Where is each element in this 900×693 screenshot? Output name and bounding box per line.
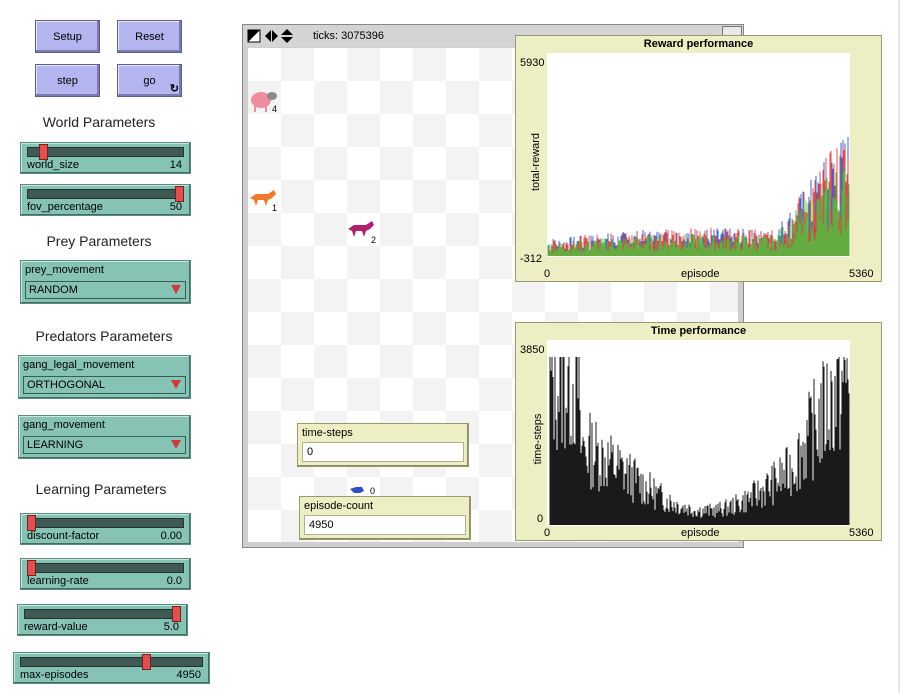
- slider-value: 0.0: [166, 575, 182, 587]
- agent-number: 1: [272, 203, 278, 213]
- chooser-value: RANDOM: [29, 284, 78, 296]
- wolf-agent-icon: [250, 190, 276, 206]
- slider-label: discount-factor: [27, 530, 100, 542]
- time-series-group: [549, 357, 850, 525]
- slider-value: 50: [169, 201, 182, 213]
- view-controls-icon[interactable]: [247, 29, 297, 44]
- page-scrollbar[interactable]: [898, 0, 900, 693]
- slider-value: 0.00: [160, 530, 182, 542]
- x-min-label: 0: [544, 268, 551, 280]
- slider-knob[interactable]: [141, 654, 151, 670]
- dropdown-arrow-icon: [171, 440, 181, 449]
- slider-value: 4950: [176, 669, 201, 681]
- slider-track: [27, 563, 184, 573]
- world-size-slider[interactable]: world_size 14: [20, 142, 191, 174]
- plot-title: Time performance: [650, 325, 747, 337]
- slider-knob[interactable]: [172, 606, 181, 622]
- reward-value-slider[interactable]: reward-value 5.0: [17, 604, 188, 636]
- section-prey-parameters: Prey Parameters: [46, 233, 152, 249]
- y-min-label: 0: [537, 513, 544, 525]
- dropdown-arrow-icon: [171, 380, 181, 389]
- slider-value: 5.0: [163, 621, 179, 633]
- reward-series-group: [547, 137, 850, 256]
- slider-track: [24, 609, 181, 619]
- agent-number: 4: [272, 104, 278, 114]
- slider-label: world_size: [27, 159, 79, 171]
- time-performance-plot: Time performance 3850 0 0 5360 episode t…: [515, 322, 882, 541]
- chooser-label: prey_movement: [25, 264, 104, 276]
- wolf-agent-icon: [348, 221, 374, 237]
- slider-knob[interactable]: [175, 186, 184, 202]
- agent-number: 2: [371, 235, 377, 245]
- chooser-label: gang_legal_movement: [23, 359, 135, 371]
- x-max-label: 5360: [849, 527, 874, 539]
- slider-knob[interactable]: [38, 144, 48, 160]
- slider-track: [20, 657, 203, 667]
- max-episodes-slider[interactable]: max-episodes 4950: [13, 652, 210, 684]
- x-axis-label: episode: [681, 527, 720, 539]
- time-steps-monitor: time-steps 0: [297, 423, 469, 467]
- slider-label: fov_percentage: [27, 201, 103, 213]
- fov-percentage-slider[interactable]: fov_percentage 50: [20, 184, 191, 216]
- chooser-value: LEARNING: [27, 439, 84, 451]
- y-axis-label: total-reward: [530, 132, 542, 192]
- episode-count-monitor: episode-count 4950: [299, 496, 471, 540]
- discount-factor-slider[interactable]: discount-factor 0.00: [20, 513, 191, 545]
- section-predators-parameters: Predators Parameters: [35, 328, 173, 344]
- chooser-select[interactable]: LEARNING: [23, 436, 186, 454]
- chooser-label: gang_movement: [23, 419, 105, 431]
- step-button-label: step: [57, 74, 78, 87]
- setup-button-label: Setup: [53, 30, 82, 43]
- monitor-label: time-steps: [302, 427, 353, 439]
- slider-track: [27, 147, 184, 157]
- y-max-label: 5930: [520, 57, 545, 69]
- gang-movement-chooser[interactable]: gang_movement LEARNING: [18, 415, 191, 459]
- x-max-label: 5360: [849, 268, 874, 280]
- chooser-value: ORTHOGONAL: [27, 379, 106, 391]
- dropdown-arrow-icon: [171, 285, 181, 294]
- wolf-agent-icon: [350, 487, 364, 493]
- y-axis-label: time-steps: [532, 413, 544, 465]
- monitor-value: 4950: [304, 515, 466, 535]
- section-world-parameters: World Parameters: [42, 114, 156, 130]
- section-learning-parameters: Learning Parameters: [35, 481, 167, 497]
- gang-legal-movement-chooser[interactable]: gang_legal_movement ORTHOGONAL: [18, 355, 191, 399]
- step-button[interactable]: step: [35, 64, 100, 97]
- reward-performance-plot: Reward performance 5930 -312 0 5360 epis…: [515, 35, 882, 282]
- reset-button[interactable]: Reset: [117, 20, 182, 53]
- learning-rate-slider[interactable]: learning-rate 0.0: [20, 558, 191, 590]
- slider-knob[interactable]: [27, 560, 36, 576]
- slider-knob[interactable]: [27, 515, 36, 531]
- go-button[interactable]: go ↻: [117, 64, 182, 97]
- y-min-label: -312: [520, 253, 543, 265]
- time-series-line: [549, 357, 850, 525]
- chooser-select[interactable]: RANDOM: [25, 281, 186, 299]
- slider-track: [27, 189, 184, 199]
- setup-button[interactable]: Setup: [35, 20, 100, 53]
- time-plot-canvas: [547, 340, 850, 526]
- slider-label: max-episodes: [20, 669, 89, 681]
- agent-number: 0: [370, 486, 376, 496]
- monitor-label: episode-count: [304, 500, 374, 512]
- chooser-select[interactable]: ORTHOGONAL: [23, 376, 186, 394]
- x-min-label: 0: [544, 527, 551, 539]
- slider-label: learning-rate: [27, 575, 89, 587]
- slider-label: reward-value: [24, 621, 88, 633]
- forever-icon: ↻: [169, 83, 179, 95]
- ticks-counter: ticks: 3075396: [313, 30, 384, 42]
- sheep-agent-icon: [251, 92, 277, 112]
- y-max-label: 3850: [520, 344, 545, 356]
- reward-plot-canvas: [547, 53, 850, 257]
- go-button-label: go: [143, 74, 156, 87]
- x-axis-label: episode: [681, 268, 720, 280]
- reward-series-2: [547, 163, 850, 256]
- monitor-value: 0: [302, 442, 464, 462]
- prey-movement-chooser[interactable]: prey_movement RANDOM: [20, 260, 191, 304]
- slider-track: [27, 518, 184, 528]
- slider-value: 14: [169, 159, 182, 171]
- plot-title: Reward performance: [643, 38, 754, 50]
- reset-button-label: Reset: [135, 30, 164, 43]
